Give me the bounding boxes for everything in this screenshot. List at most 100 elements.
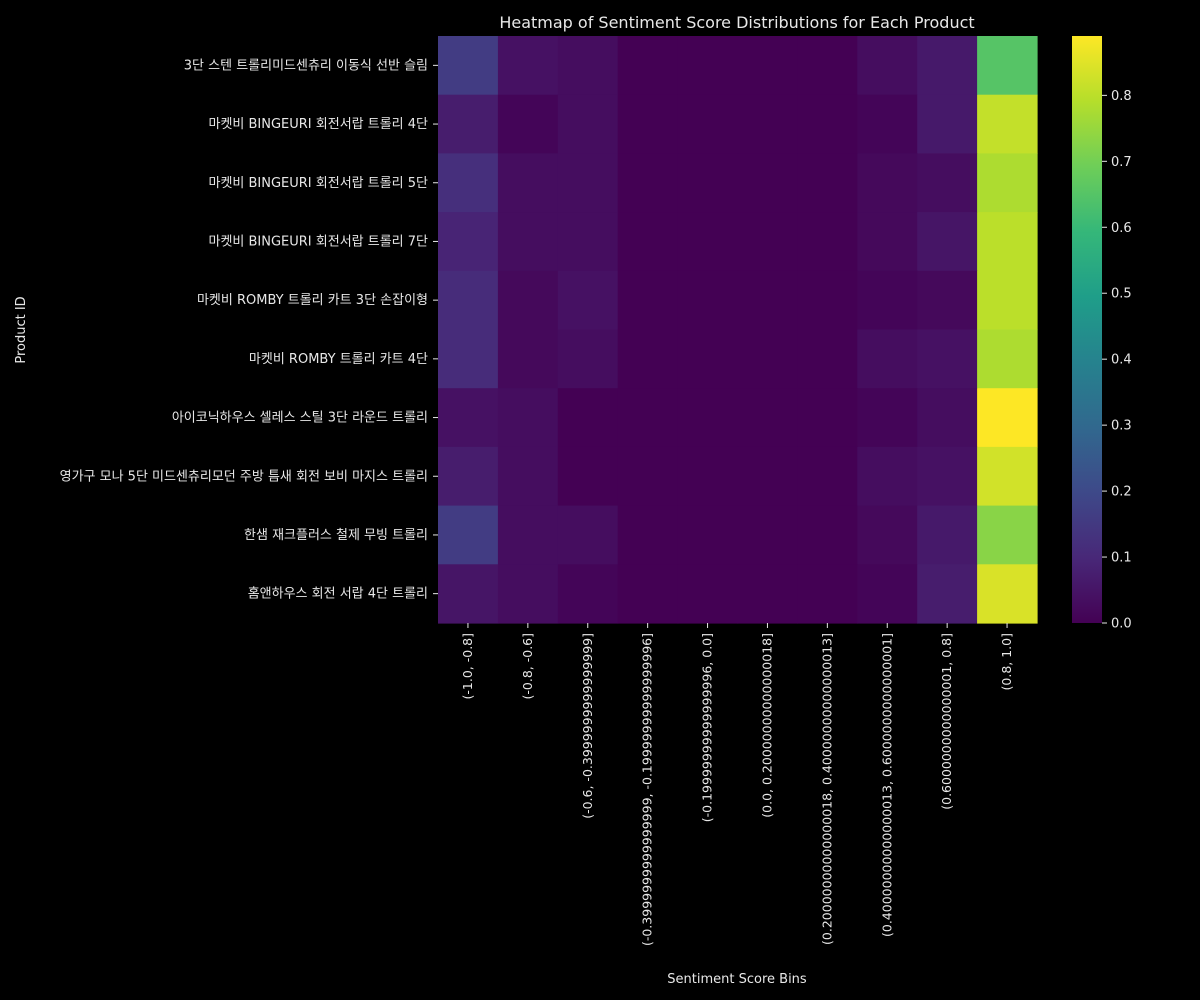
heatmap-cell (797, 388, 858, 448)
heatmap-cell (977, 153, 1038, 213)
heatmap-cell (917, 505, 978, 565)
heatmap-cell (677, 329, 739, 389)
heatmap-cell (977, 270, 1038, 331)
heatmap-cell (438, 212, 499, 272)
heatmap-cell (977, 564, 1038, 624)
heatmap-cell (917, 329, 978, 389)
heatmap-cell (557, 36, 619, 96)
heatmap-cell (977, 94, 1038, 154)
y-tick-label: 한샘 재크플러스 철제 무빙 트롤리 (244, 528, 428, 543)
heatmap-cell (737, 153, 798, 213)
heatmap-cell (737, 36, 798, 96)
heatmap-cell (677, 564, 739, 624)
heatmap-cell (917, 94, 978, 154)
heatmap-cell (557, 212, 619, 272)
heatmap-cell (617, 212, 679, 272)
colorbar-tick-label: 0.6 (1111, 221, 1132, 236)
heatmap-cell (617, 329, 679, 389)
x-tick-label: (-1.0, -0.8] (460, 633, 475, 699)
heatmap-cell (737, 94, 798, 154)
heatmap-cell (917, 446, 978, 507)
x-axis-ticks: (-1.0, -0.8] (-0.8, -0.6] (-0.6, -0.399999… (460, 623, 1014, 946)
heatmap-cell (497, 36, 559, 96)
colorbar-tick-label: 0.5 (1111, 287, 1132, 302)
colorbar-tick-label: 0.3 (1111, 419, 1132, 434)
colorbar: 0.0 0.1 0.2 0.3 0.4 0.5 0.6 0.7 0.8 (1072, 36, 1132, 632)
heatmap-cell (797, 153, 858, 213)
y-tick-label: 마켓비 BINGEURI 회전서랍 트롤리 7단 (208, 234, 428, 249)
heatmap-cell (438, 505, 499, 565)
colorbar-tick-label: 0.8 (1111, 89, 1132, 104)
x-tick-label: (0.8, 1.0] (999, 633, 1014, 690)
heatmap-cell (857, 329, 918, 389)
heatmap-cell (677, 212, 739, 272)
colorbar-tick-label: 0.2 (1111, 485, 1132, 500)
colorbar-tick-label: 0.4 (1111, 353, 1132, 368)
heatmap-cell (617, 388, 679, 448)
heatmap-cell (497, 153, 559, 213)
heatmap-cell (797, 94, 858, 154)
heatmap-cell (617, 270, 679, 331)
colorbar-tick-label: 0.1 (1111, 551, 1132, 566)
heatmap-cell (977, 212, 1038, 272)
y-tick-label: 아이코닉하우스 셀레스 스틸 3단 라운드 트롤리 (172, 411, 428, 426)
heatmap-cell (677, 270, 739, 331)
heatmap-cell (438, 446, 499, 507)
heatmap-cell (438, 388, 499, 448)
heatmap-cell (617, 94, 679, 154)
heatmap-cell (677, 388, 739, 448)
heatmap-cell (737, 212, 798, 272)
heatmap-cell (797, 446, 858, 507)
x-tick-label: (0.20000000000000018, 0.4000000000000001… (819, 633, 834, 945)
colorbar-tick-label: 0.0 (1111, 617, 1132, 632)
heatmap-cell (677, 94, 739, 154)
heatmap-cell (557, 388, 619, 448)
chart-title: Heatmap of Sentiment Score Distributions… (499, 13, 974, 32)
heatmap-cell (797, 329, 858, 389)
heatmap-cell (617, 505, 679, 565)
heatmap-cell (677, 153, 739, 213)
x-tick-label: (-0.6, -0.3999999999999999] (580, 633, 595, 819)
heatmap-cells (438, 36, 1038, 624)
heatmap-cell (737, 446, 798, 507)
heatmap-cell (617, 153, 679, 213)
heatmap-cell (797, 212, 858, 272)
heatmap-cell (497, 564, 559, 624)
colorbar-tick-label: 0.7 (1111, 155, 1132, 170)
heatmap-cell (438, 329, 499, 389)
colorbar-gradient (1072, 36, 1102, 623)
x-tick-label: (0.0, 0.20000000000000018] (759, 633, 774, 818)
heatmap-cell (438, 564, 499, 624)
heatmap-cell (557, 505, 619, 565)
heatmap-cell (497, 329, 559, 389)
y-tick-label: 마켓비 BINGEURI 회전서랍 트롤리 4단 (208, 117, 428, 132)
heatmap-cell (438, 94, 499, 154)
heatmap-cell (438, 153, 499, 213)
y-tick-label: 마켓비 ROMBY 트롤리 카트 4단 (249, 352, 428, 367)
y-axis-label: Product ID (14, 296, 29, 363)
heatmap-cell (557, 564, 619, 624)
heatmap-cell (557, 270, 619, 331)
heatmap-cell (497, 388, 559, 448)
heatmap-cell (917, 153, 978, 213)
heatmap-cell (857, 36, 918, 96)
heatmap-cell (797, 36, 858, 96)
heatmap-cell (497, 446, 559, 507)
heatmap-cell (857, 388, 918, 448)
heatmap-cell (497, 270, 559, 331)
heatmap-cell (977, 388, 1038, 448)
heatmap-cell (977, 36, 1038, 96)
heatmap-cell (797, 505, 858, 565)
heatmap-cell (557, 94, 619, 154)
heatmap-cell (617, 446, 679, 507)
heatmap-cell (977, 505, 1038, 565)
heatmap-cell (857, 446, 918, 507)
heatmap-cell (857, 212, 918, 272)
heatmap-cell (737, 329, 798, 389)
heatmap-cell (737, 388, 798, 448)
x-tick-label: (0.6000000000000001, 0.8] (939, 633, 954, 810)
y-tick-label: 3단 스텐 트롤리미드센츄리 이동식 선반 슬림 (184, 58, 428, 73)
x-tick-label: (-0.3999999999999999, -0.199999999999999… (640, 633, 655, 946)
